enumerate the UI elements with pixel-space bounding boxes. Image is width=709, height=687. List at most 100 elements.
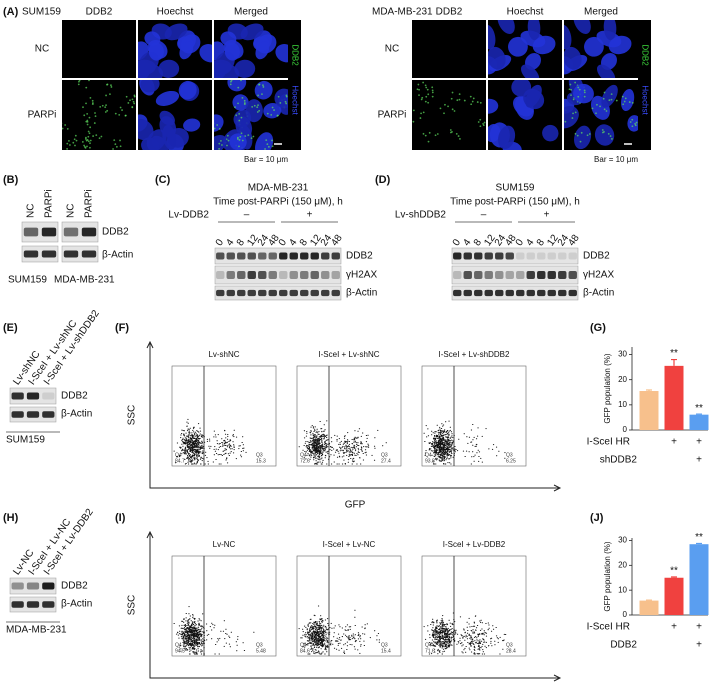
foci bbox=[55, 140, 57, 142]
foci bbox=[595, 112, 597, 115]
micrograph-content bbox=[214, 80, 288, 150]
band bbox=[42, 601, 55, 608]
blot bbox=[451, 265, 579, 285]
foci bbox=[124, 114, 127, 117]
nucleus bbox=[148, 42, 164, 61]
blot bbox=[21, 245, 59, 263]
nucleus bbox=[144, 31, 161, 46]
cell-line: SUM159 bbox=[22, 7, 61, 18]
nucleus bbox=[573, 20, 591, 34]
plot-title: I-SceI + Lv-DDB2 bbox=[443, 540, 506, 549]
gate-value: 84.6 bbox=[300, 648, 310, 654]
band bbox=[537, 271, 546, 279]
foci bbox=[265, 139, 268, 142]
foci bbox=[610, 93, 613, 96]
band bbox=[26, 601, 40, 608]
group-label: + bbox=[544, 210, 550, 221]
foci bbox=[596, 103, 598, 106]
lane-label: NC bbox=[26, 204, 37, 218]
band bbox=[237, 271, 246, 279]
foci bbox=[425, 95, 428, 98]
gate-value: 84.7 bbox=[175, 458, 185, 464]
column-header: Merged bbox=[234, 7, 268, 18]
foci bbox=[66, 148, 68, 150]
band bbox=[216, 289, 225, 297]
condition-label: I-SceI HR bbox=[587, 622, 630, 633]
foci bbox=[258, 83, 261, 86]
band bbox=[516, 289, 525, 297]
band bbox=[331, 252, 340, 260]
nucleus bbox=[542, 124, 559, 142]
nucleus bbox=[245, 99, 263, 123]
axis-label: GFP population (%) bbox=[603, 353, 612, 423]
plot-title: Lv-shNC bbox=[208, 350, 239, 359]
nucleus bbox=[229, 133, 247, 150]
foci bbox=[458, 93, 461, 96]
panel-label: (A) bbox=[3, 6, 19, 18]
foci bbox=[628, 101, 631, 103]
band bbox=[81, 227, 97, 237]
foci bbox=[477, 121, 480, 123]
foci bbox=[424, 84, 427, 87]
band bbox=[547, 252, 556, 260]
column-header: DDB2 bbox=[86, 7, 113, 18]
foci bbox=[131, 98, 134, 101]
band-label: β-Actin bbox=[61, 409, 92, 420]
band bbox=[547, 289, 556, 297]
condition-mark: + bbox=[671, 622, 677, 633]
condition-mark: + bbox=[696, 455, 702, 466]
foci bbox=[258, 109, 261, 112]
foci bbox=[631, 125, 634, 128]
plot-frame bbox=[171, 365, 277, 467]
foci bbox=[574, 132, 577, 135]
nucleus bbox=[255, 132, 274, 150]
y-tick-label: 20 bbox=[618, 375, 627, 384]
foci bbox=[631, 101, 634, 104]
foci bbox=[409, 105, 411, 107]
lane-label: NC bbox=[66, 204, 77, 218]
gate-label: Q3 bbox=[506, 452, 513, 458]
plot-title: Lv-NC bbox=[213, 540, 236, 549]
band bbox=[453, 271, 462, 279]
foci bbox=[85, 102, 87, 105]
foci bbox=[451, 108, 454, 111]
legend-strip bbox=[288, 20, 301, 150]
foci bbox=[86, 119, 89, 122]
foci bbox=[73, 138, 76, 141]
foci bbox=[62, 127, 64, 130]
foci bbox=[276, 114, 279, 117]
nucleus bbox=[508, 36, 528, 57]
nucleus bbox=[601, 84, 618, 108]
nucleus bbox=[488, 46, 506, 70]
nucleus bbox=[497, 20, 515, 34]
foci bbox=[419, 117, 422, 119]
band bbox=[505, 289, 514, 297]
foci bbox=[424, 100, 427, 103]
condition-label: I-SceI HR bbox=[587, 437, 630, 448]
gate-value: 27.4 bbox=[381, 458, 391, 464]
y-tick-label: 0 bbox=[623, 425, 628, 434]
band bbox=[258, 289, 267, 297]
foci bbox=[409, 110, 411, 112]
foci bbox=[243, 99, 246, 102]
band-label: DDB2 bbox=[61, 581, 88, 592]
gate-label: Q4 bbox=[175, 642, 182, 648]
foci bbox=[267, 145, 270, 148]
condition-mark: + bbox=[696, 437, 702, 448]
foci bbox=[238, 112, 241, 115]
foci bbox=[236, 138, 239, 140]
foci bbox=[412, 109, 415, 112]
condition-mark: + bbox=[696, 622, 702, 633]
band bbox=[484, 252, 493, 260]
scale-bar-label: Bar = 10 μm bbox=[594, 155, 638, 164]
foci bbox=[99, 106, 102, 108]
band bbox=[11, 601, 24, 608]
foci bbox=[93, 122, 96, 124]
band bbox=[26, 582, 40, 590]
column-header: Hoechst bbox=[157, 7, 194, 18]
nucleus bbox=[240, 23, 264, 41]
nucleus bbox=[138, 119, 154, 141]
foci bbox=[634, 123, 636, 125]
band-label: DDB2 bbox=[61, 391, 88, 402]
